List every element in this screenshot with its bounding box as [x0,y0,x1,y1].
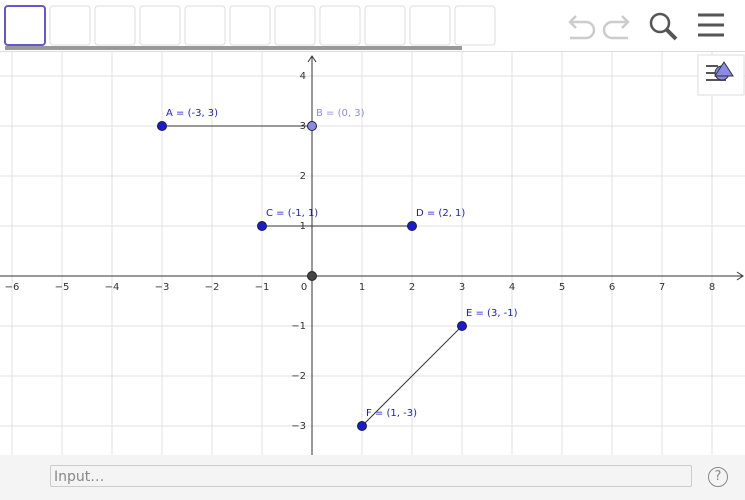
point-label: D = (2, 1) [416,208,465,219]
point [157,121,167,131]
point [257,221,267,231]
tool-button[interactable] [454,5,496,46]
tool-button[interactable] [409,5,451,46]
style-bar-button[interactable] [697,54,745,96]
undo-redo[interactable] [568,15,630,40]
x-tick-label: −2 [205,282,220,293]
x-tick-label: −6 [5,282,20,293]
x-tick-label: −3 [155,282,170,293]
tool-button[interactable] [4,5,46,46]
axis-arrow [736,271,744,281]
x-tick-label: 8 [709,282,715,293]
segment [361,325,463,427]
input-field[interactable]: Input… [50,465,692,487]
tool-button[interactable] [49,5,91,46]
x-tick-label: 5 [559,282,565,293]
y-tick-label: −2 [291,371,306,382]
point-label: B = (0, 3) [316,108,365,119]
x-tick-label: 4 [509,282,515,293]
input-bar [0,455,745,500]
tool-button[interactable] [139,5,181,46]
tool-button[interactable] [274,5,316,46]
point [357,421,367,431]
point-label: A = (-3, 3) [166,108,218,119]
y-tick-label: −1 [291,321,306,332]
x-tick-label: 3 [459,282,465,293]
tool-button[interactable] [364,5,406,46]
point-label: F = (1, -3) [366,408,417,419]
point [407,221,417,231]
point [307,271,317,281]
x-tick-label: 0 [301,282,307,293]
search-icon[interactable] [649,12,678,41]
point [457,321,467,331]
x-tick-label: 6 [609,282,615,293]
y-tick-label: 2 [300,171,306,182]
x-tick-label: 1 [359,282,365,293]
point-label: E = (3, -1) [466,308,518,319]
y-tick-label: 4 [300,71,306,82]
point [307,121,317,131]
point-label: C = (-1, 1) [266,208,318,219]
axis-arrow [307,55,317,63]
tool-button[interactable] [229,5,271,46]
y-tick-label: −3 [291,421,306,432]
x-tick-label: −4 [105,282,120,293]
x-tick-label: −5 [55,282,70,293]
help-button[interactable]: ? [708,467,728,487]
x-tick-label: 7 [659,282,665,293]
tool-button[interactable] [319,5,361,46]
toolbar-scroll [5,46,462,50]
menu-icon[interactable] [698,13,724,37]
tool-button[interactable] [94,5,136,46]
x-tick-label: 2 [409,282,415,293]
tool-button[interactable] [184,5,226,46]
x-tick-label: −1 [255,282,270,293]
